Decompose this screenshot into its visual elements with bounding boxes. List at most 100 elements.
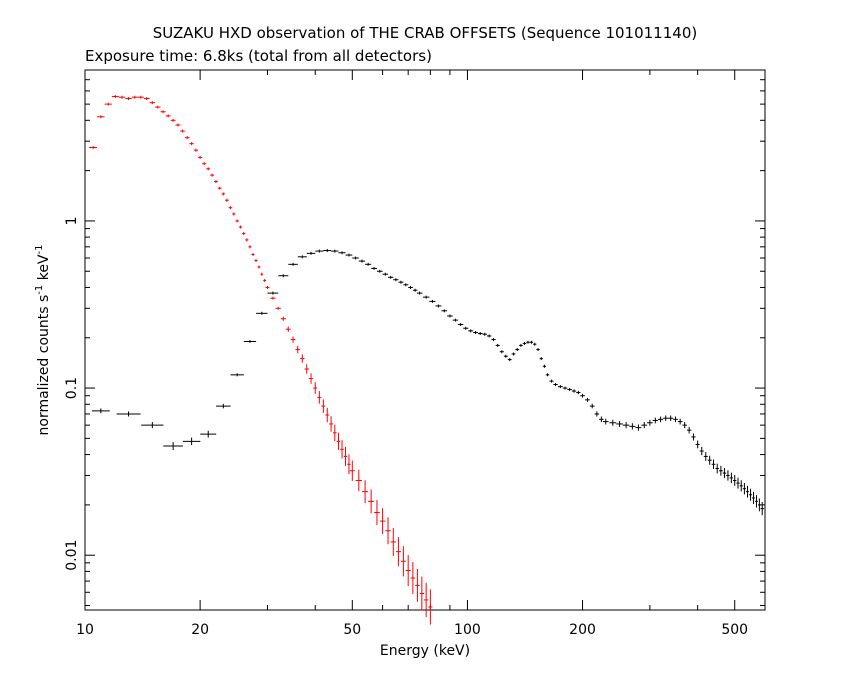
data-point (202, 162, 207, 166)
data-point (757, 498, 761, 512)
data-point (599, 416, 604, 423)
data-point (473, 331, 478, 335)
y-axis-label-exponent-1: -1 (34, 285, 45, 295)
data-point (245, 238, 249, 242)
data-point (719, 465, 723, 476)
data-point (711, 459, 716, 469)
data-point (270, 296, 276, 300)
data-point (405, 554, 411, 587)
data-point (111, 95, 119, 99)
data-point (300, 354, 305, 363)
data-point (557, 385, 563, 389)
data-point (170, 118, 176, 122)
data-point (635, 424, 642, 431)
data-point (315, 249, 324, 253)
data-point (304, 364, 309, 374)
data-point (290, 336, 296, 343)
data-point (374, 500, 380, 526)
data-point (703, 452, 708, 461)
data-point (306, 251, 316, 255)
data-point (193, 148, 199, 152)
data-point (365, 262, 372, 266)
data-point (515, 348, 520, 352)
data-point (458, 323, 464, 327)
data-point (263, 279, 267, 283)
data-point (435, 304, 442, 308)
data-point (499, 350, 504, 354)
data-point (260, 272, 264, 276)
plot-frame (84, 69, 766, 611)
data-point (403, 283, 409, 287)
data-point (175, 123, 181, 127)
data-point (210, 173, 215, 177)
data-point (503, 354, 508, 358)
data-point (695, 440, 700, 449)
data-point (526, 340, 530, 344)
data-point (463, 326, 469, 330)
data-point (232, 212, 236, 216)
x-tick-label: 50 (343, 622, 361, 638)
data-point (416, 291, 423, 295)
data-point (254, 258, 258, 262)
data-point (242, 232, 246, 236)
data-point (340, 440, 344, 459)
data-point (652, 417, 659, 424)
data-point (622, 422, 630, 429)
data-point (522, 341, 527, 345)
data-point (275, 306, 281, 310)
data-point (422, 295, 430, 299)
x-tick-label: 500 (721, 622, 748, 638)
data-point (468, 329, 474, 333)
data-point (362, 480, 369, 504)
data-point (553, 383, 558, 387)
data-point (379, 508, 386, 535)
x-axis: 10 20 50 100 200 500 (76, 70, 766, 638)
data-point (230, 373, 244, 377)
x-axis-label: Energy (keV) (380, 643, 470, 659)
data-point (491, 338, 496, 342)
data-point (495, 343, 500, 347)
data-point (609, 419, 617, 426)
series-1 (89, 95, 433, 625)
data-point (280, 316, 286, 321)
data-point (163, 442, 183, 450)
data-point (729, 472, 734, 484)
data-point (184, 136, 190, 140)
data-point (745, 485, 750, 498)
data-point (343, 446, 348, 466)
data-point (408, 285, 413, 289)
data-point (228, 206, 233, 210)
data-point (533, 342, 537, 346)
data-point (647, 419, 653, 426)
data-point (149, 101, 156, 105)
data-point (699, 446, 704, 456)
data-point (412, 288, 418, 292)
data-point (338, 251, 346, 255)
data-point (507, 358, 512, 362)
data-point (257, 265, 261, 269)
data-point (682, 422, 687, 429)
data-point (325, 407, 330, 423)
data-series (89, 95, 764, 625)
data-point (395, 537, 401, 567)
data-point (749, 488, 753, 501)
data-point (137, 95, 144, 99)
data-point (214, 180, 218, 184)
data-point (217, 186, 222, 190)
data-point (755, 495, 758, 508)
data-point (288, 262, 298, 266)
y-axis-label: normalized counts s-1 keV-1 (34, 245, 52, 436)
data-point (125, 97, 132, 101)
data-point (238, 225, 243, 229)
data-point (131, 95, 138, 99)
data-point (486, 334, 492, 338)
data-point (89, 146, 98, 150)
data-point (447, 314, 453, 318)
data-point (143, 97, 150, 101)
data-point (545, 373, 550, 377)
data-point (265, 285, 270, 289)
y-tick-label: 0.1 (64, 377, 80, 399)
data-point (576, 390, 581, 395)
data-point (368, 489, 375, 514)
data-point (251, 252, 255, 256)
